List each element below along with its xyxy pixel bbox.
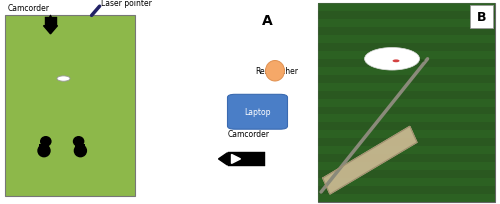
Bar [318,91,495,99]
Bar [318,28,495,36]
Polygon shape [44,27,58,35]
Bar [318,186,495,194]
Polygon shape [232,155,240,164]
Circle shape [57,76,70,82]
Bar [318,83,495,91]
Bar [318,99,495,107]
Bar [318,194,495,202]
Ellipse shape [74,145,86,157]
Text: B: B [476,11,486,24]
Bar [318,20,495,28]
Ellipse shape [266,61,284,82]
Text: Researcher: Researcher [255,67,298,76]
Polygon shape [218,153,228,165]
Bar [318,131,495,139]
Circle shape [364,48,420,71]
Bar [470,6,492,29]
Bar [318,75,495,83]
Bar [318,60,495,67]
Bar [318,44,495,52]
Text: Laptop: Laptop [244,108,271,117]
Bar [39,144,49,150]
Bar [5,16,135,196]
Bar [318,123,495,131]
Bar [318,36,495,44]
Ellipse shape [38,145,50,157]
Ellipse shape [40,137,51,146]
Ellipse shape [364,58,425,65]
Bar [44,18,56,27]
Circle shape [392,60,400,63]
Text: A: A [262,14,273,28]
Ellipse shape [74,137,84,146]
Circle shape [376,52,396,60]
Bar [318,4,495,12]
FancyBboxPatch shape [228,95,288,130]
Text: Laser pointer: Laser pointer [101,0,152,8]
Bar [318,67,495,75]
Text: Camcorder: Camcorder [228,130,270,139]
Bar [76,144,86,150]
Bar [318,146,495,154]
Bar [318,162,495,170]
Polygon shape [323,127,417,194]
Bar [318,178,495,186]
Bar [318,52,495,60]
Bar [318,170,495,178]
Bar [318,154,495,162]
Bar [318,107,495,115]
Text: Camcorder: Camcorder [8,4,50,13]
Bar [318,115,495,123]
Bar [318,4,495,202]
Bar [318,139,495,146]
Bar [228,152,265,166]
Bar [318,12,495,20]
